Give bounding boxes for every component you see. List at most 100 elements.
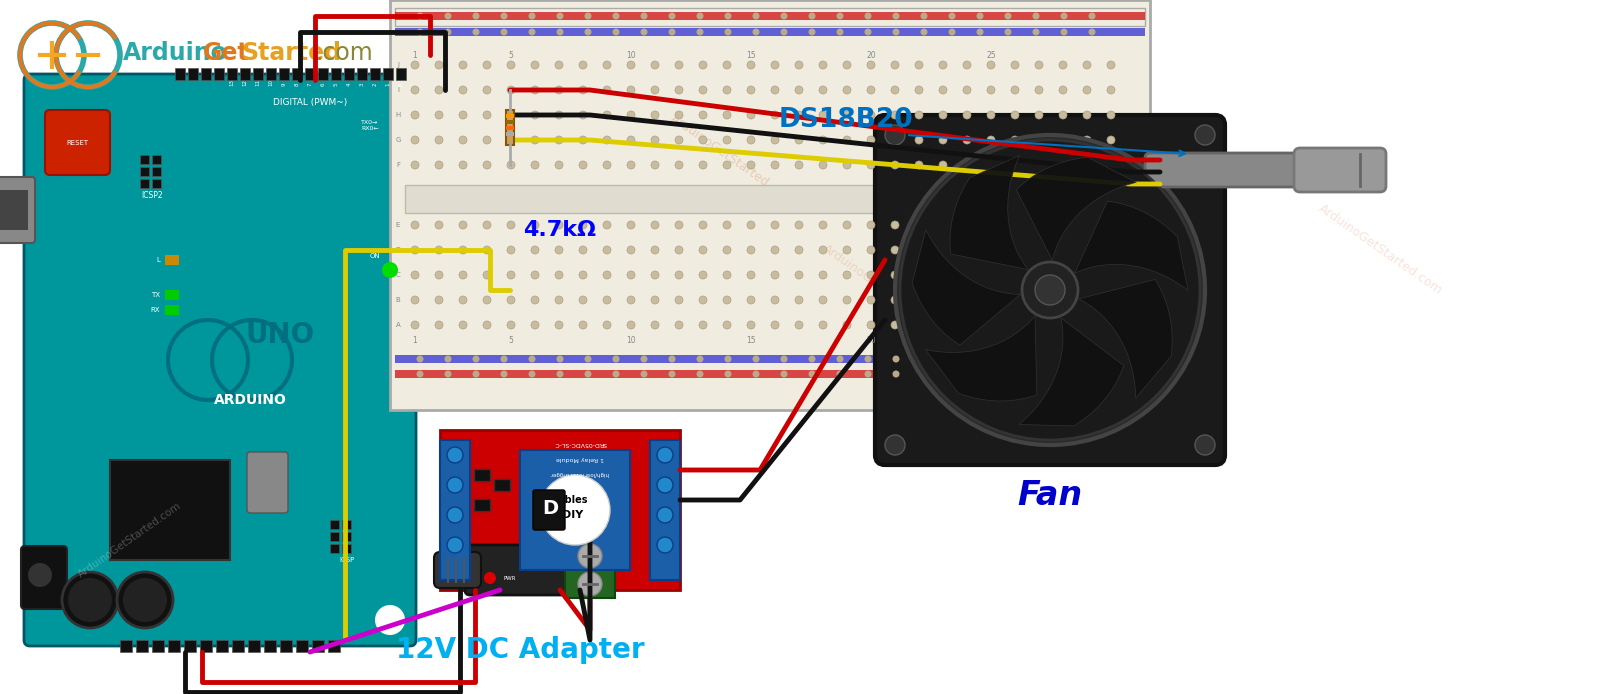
Circle shape (1083, 161, 1091, 169)
Circle shape (771, 61, 779, 69)
Circle shape (435, 136, 443, 144)
Circle shape (578, 544, 602, 568)
Circle shape (1005, 28, 1011, 35)
Circle shape (531, 321, 539, 329)
Circle shape (459, 86, 467, 94)
Bar (440, 430, 680, 590)
Bar (214, 68, 224, 80)
Bar (328, 640, 339, 652)
Circle shape (446, 537, 462, 553)
Circle shape (893, 28, 899, 35)
Circle shape (699, 136, 707, 144)
Circle shape (723, 296, 731, 304)
Circle shape (819, 111, 827, 119)
Circle shape (483, 61, 491, 69)
Circle shape (1083, 86, 1091, 94)
Text: 10: 10 (269, 79, 274, 86)
Circle shape (675, 111, 683, 119)
Bar (152, 179, 162, 188)
Circle shape (603, 296, 611, 304)
Circle shape (483, 221, 491, 229)
Circle shape (584, 12, 592, 19)
Circle shape (1059, 136, 1067, 144)
Text: 2: 2 (373, 83, 378, 86)
Bar (474, 499, 490, 511)
Text: 20: 20 (866, 51, 875, 60)
Text: ICSP2: ICSP2 (141, 190, 163, 199)
Circle shape (411, 161, 419, 169)
Text: ArduinoGetStarted.com: ArduinoGetStarted.com (667, 112, 797, 208)
Circle shape (939, 86, 947, 94)
Bar (405, 185, 1134, 213)
Circle shape (435, 271, 443, 279)
Circle shape (939, 136, 947, 144)
Circle shape (651, 61, 659, 69)
Bar (330, 520, 339, 529)
FancyBboxPatch shape (875, 115, 1226, 465)
Circle shape (584, 355, 592, 362)
Circle shape (963, 136, 971, 144)
Circle shape (483, 296, 491, 304)
Bar (141, 155, 149, 164)
Circle shape (613, 371, 619, 378)
Circle shape (640, 12, 648, 19)
Text: 12: 12 (243, 79, 248, 86)
Circle shape (843, 246, 851, 254)
Bar (253, 68, 262, 80)
Circle shape (651, 246, 659, 254)
Bar (370, 68, 381, 80)
Circle shape (771, 296, 779, 304)
Text: 20: 20 (866, 335, 875, 344)
Text: B: B (395, 297, 400, 303)
Circle shape (603, 61, 611, 69)
Bar (565, 542, 614, 598)
Circle shape (781, 12, 787, 19)
Circle shape (507, 296, 515, 304)
Circle shape (1032, 355, 1040, 362)
Bar (382, 68, 394, 80)
Text: ArduinoGetStarted.com: ArduinoGetStarted.com (1315, 203, 1445, 298)
Bar (650, 440, 680, 580)
Circle shape (915, 246, 923, 254)
Circle shape (472, 12, 480, 19)
Circle shape (752, 28, 760, 35)
Circle shape (747, 246, 755, 254)
Circle shape (867, 161, 875, 169)
Text: 13: 13 (229, 79, 235, 86)
Bar (494, 479, 510, 491)
Circle shape (669, 12, 675, 19)
Circle shape (696, 371, 704, 378)
Circle shape (1107, 296, 1115, 304)
Circle shape (675, 271, 683, 279)
Circle shape (483, 111, 491, 119)
Text: 9: 9 (282, 83, 286, 86)
Circle shape (123, 578, 166, 622)
Circle shape (843, 136, 851, 144)
Circle shape (1083, 111, 1091, 119)
Circle shape (411, 61, 419, 69)
Circle shape (723, 161, 731, 169)
Text: 1: 1 (386, 83, 390, 86)
Circle shape (579, 221, 587, 229)
Circle shape (1011, 61, 1019, 69)
Circle shape (435, 296, 443, 304)
Text: SRD-05VDC-SL-C: SRD-05VDC-SL-C (554, 441, 606, 446)
Circle shape (1035, 221, 1043, 229)
Circle shape (781, 371, 787, 378)
Circle shape (963, 161, 971, 169)
Circle shape (976, 371, 984, 378)
Circle shape (987, 271, 995, 279)
Circle shape (819, 271, 827, 279)
Circle shape (579, 321, 587, 329)
Circle shape (459, 296, 467, 304)
Circle shape (867, 296, 875, 304)
Circle shape (445, 355, 451, 362)
Bar (506, 120, 514, 124)
Circle shape (627, 221, 635, 229)
Circle shape (1011, 271, 1019, 279)
Circle shape (747, 61, 755, 69)
Bar (168, 640, 179, 652)
Circle shape (640, 371, 648, 378)
Circle shape (669, 355, 675, 362)
Circle shape (699, 271, 707, 279)
